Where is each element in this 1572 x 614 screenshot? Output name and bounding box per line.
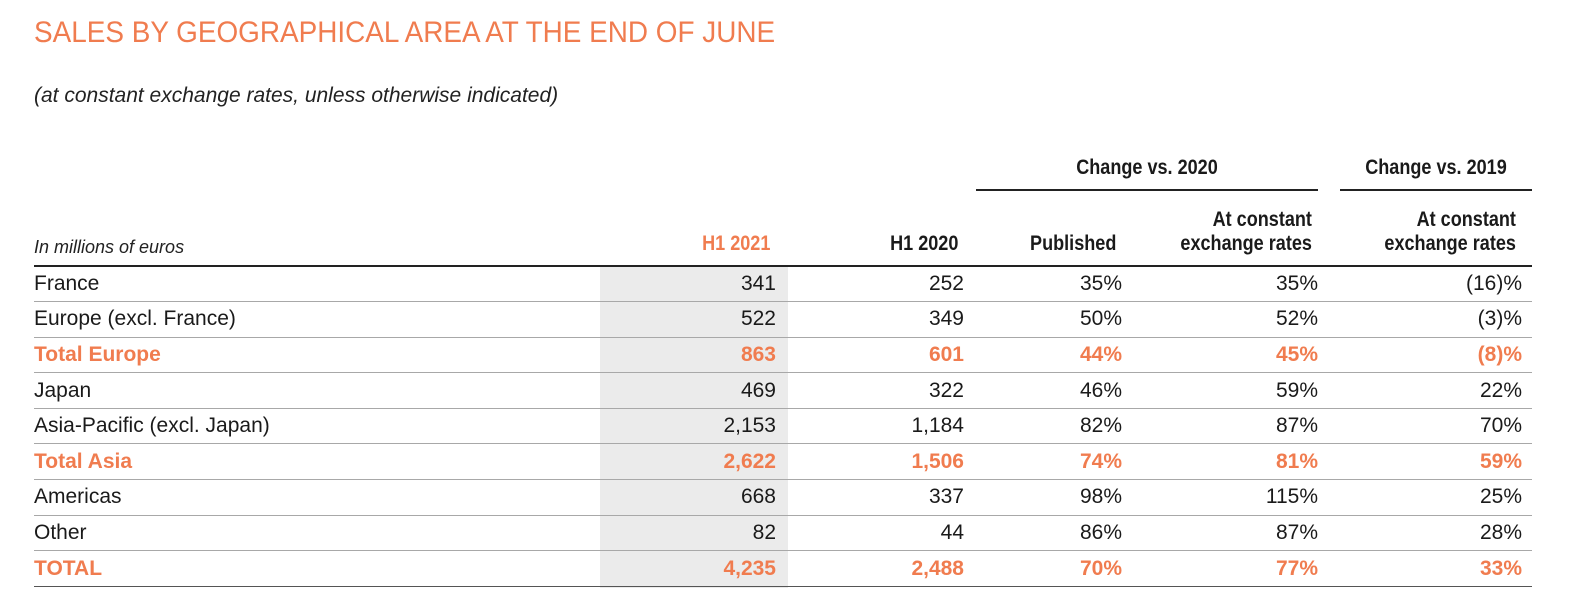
cell-h1-2020: 2,488	[911, 556, 964, 580]
cell-published: 46%	[1079, 378, 1122, 402]
cell-constant-2019: 22%	[1479, 378, 1522, 402]
cell-h1-2021: 668	[740, 485, 776, 509]
page-title: SALES BY GEOGRAPHICAL AREA AT THE END OF…	[34, 16, 776, 49]
cell-h1-2020: 44	[940, 520, 964, 544]
unit-label: In millions of euros	[34, 237, 185, 257]
cell-constant-2020: 52%	[1275, 307, 1318, 331]
row-label: France	[34, 271, 100, 295]
cell-published: 50%	[1079, 307, 1122, 331]
row-label: Japan	[34, 378, 92, 402]
table-row: Japan 469 322 46% 59% 22%	[34, 373, 1532, 409]
table-row: Total Asia 2,622 1,506 74% 81% 59%	[34, 445, 1532, 481]
column-header-constant-2019-line2: exchange rates	[1384, 232, 1516, 255]
cell-constant-2019: 28%	[1479, 520, 1522, 544]
cell-constant-2019: 70%	[1479, 414, 1522, 438]
cell-h1-2021: 2,153	[723, 414, 776, 438]
cell-h1-2021: 863	[740, 342, 776, 366]
cell-constant-2020: 77%	[1275, 556, 1318, 580]
group-rule-change-2020	[976, 189, 1318, 191]
table-row: Total Europe 863 601 44% 45% (8)%	[34, 338, 1532, 374]
cell-published: 98%	[1079, 485, 1122, 509]
group-header-change-2020: Change vs. 2020	[1076, 156, 1218, 179]
cell-constant-2020: 115%	[1265, 485, 1318, 509]
page-subtitle: (at constant exchange rates, unless othe…	[34, 84, 559, 107]
column-header-h1-2021: H1 2021	[702, 232, 770, 256]
row-label: Americas	[34, 485, 122, 509]
cell-h1-2021: 2,622	[723, 449, 776, 473]
cell-constant-2020: 35%	[1275, 271, 1318, 295]
column-header-constant-2020-line2: exchange rates	[1180, 232, 1312, 255]
cell-h1-2020: 1,184	[911, 414, 964, 438]
cell-h1-2021: 341	[740, 271, 776, 295]
column-header-h1-2020: H1 2020	[890, 232, 958, 256]
group-header-change-2019: Change vs. 2019	[1365, 156, 1507, 179]
column-header-constant-2020-line1: At constant	[1212, 208, 1312, 231]
cell-constant-2020: 81%	[1275, 449, 1318, 473]
cell-h1-2020: 1,506	[911, 449, 964, 473]
column-header-constant-2020: At constant exchange rates	[1180, 208, 1312, 256]
cell-h1-2021: 469	[740, 378, 776, 402]
row-label: TOTAL	[34, 556, 103, 580]
cell-constant-2019: 25%	[1479, 485, 1522, 509]
column-header-h1-2020-label: H1 2020	[889, 232, 958, 255]
cell-h1-2020: 252	[928, 271, 964, 295]
table-row: Asia-Pacific (excl. Japan) 2,153 1,184 82% 8…	[34, 409, 1532, 445]
cell-h1-2021: 82	[752, 520, 776, 544]
cell-constant-2019: 59%	[1479, 449, 1522, 473]
cell-published: 86%	[1079, 520, 1122, 544]
cell-published: 82%	[1079, 414, 1122, 438]
cell-published: 44%	[1079, 342, 1122, 366]
row-label: Europe (excl. France)	[34, 307, 236, 331]
column-header-constant-2019: At constant exchange rates	[1384, 208, 1516, 256]
cell-published: 74%	[1079, 449, 1122, 473]
cell-constant-2020: 45%	[1275, 342, 1318, 366]
row-label: Total Europe	[34, 342, 161, 366]
row-label: Asia-Pacific (excl. Japan)	[34, 414, 270, 438]
cell-constant-2019: (3)%	[1477, 307, 1522, 331]
row-label: Other	[34, 520, 87, 544]
cell-h1-2021: 4,235	[723, 556, 776, 580]
cell-constant-2019: (8)%	[1477, 342, 1522, 366]
cell-constant-2020: 87%	[1275, 520, 1318, 544]
cell-h1-2020: 322	[928, 378, 964, 402]
cell-constant-2020: 87%	[1275, 414, 1318, 438]
table-row: Other 82 44 86% 87% 28%	[34, 516, 1532, 552]
cell-published: 35%	[1079, 271, 1122, 295]
table-row: Europe (excl. France) 522 349 50% 52% (3)%	[34, 302, 1532, 338]
column-header-published-label: Published	[1029, 232, 1116, 255]
cell-h1-2020: 349	[928, 307, 964, 331]
column-header-published: Published	[1030, 232, 1116, 256]
cell-constant-2019: 33%	[1479, 556, 1522, 580]
cell-h1-2020: 601	[928, 342, 964, 366]
cell-h1-2020: 337	[928, 485, 964, 509]
cell-published: 70%	[1079, 556, 1122, 580]
column-header-constant-2019-line1: At constant	[1416, 208, 1516, 231]
header-rule	[34, 265, 1532, 267]
cell-constant-2020: 59%	[1275, 378, 1318, 402]
h1-2021-column-shading	[600, 266, 788, 588]
table-row: France 341 252 35% 35% (16)%	[34, 267, 1532, 303]
table-row: TOTAL 4,235 2,488 70% 77% 33%	[34, 551, 1532, 587]
table-row: Americas 668 337 98% 115% 25%	[34, 480, 1532, 516]
group-rule-change-2019	[1340, 189, 1532, 191]
row-label: Total Asia	[34, 449, 133, 473]
cell-constant-2019: (16)%	[1465, 271, 1522, 295]
column-header-h1-2021-label: H1 2021	[701, 232, 770, 255]
cell-h1-2021: 522	[740, 307, 776, 331]
